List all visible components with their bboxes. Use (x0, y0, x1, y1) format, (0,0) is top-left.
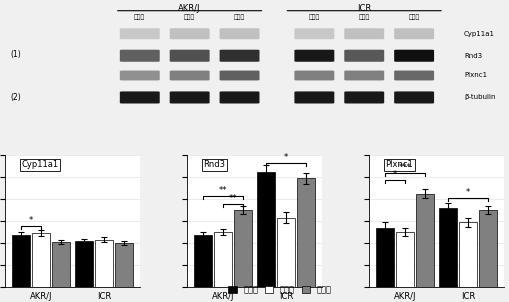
Text: 고준위: 고준위 (359, 14, 370, 20)
Text: Cyp11a1: Cyp11a1 (464, 31, 495, 37)
Text: **: ** (229, 194, 237, 203)
FancyBboxPatch shape (294, 28, 334, 39)
Text: Rnd3: Rnd3 (464, 53, 482, 59)
Text: 저준위: 저준위 (234, 14, 245, 20)
Bar (75, 241, 93, 287)
Bar (194, 235, 212, 287)
Text: *: * (284, 153, 288, 162)
Bar (32, 233, 50, 287)
Bar (52, 242, 70, 287)
Text: AKR/J: AKR/J (178, 4, 201, 13)
Bar (234, 210, 252, 287)
Bar (416, 194, 434, 287)
FancyBboxPatch shape (294, 92, 334, 104)
Bar (376, 228, 394, 287)
FancyBboxPatch shape (294, 50, 334, 62)
Text: β-tubulin: β-tubulin (464, 95, 495, 101)
Bar (95, 240, 113, 287)
FancyBboxPatch shape (344, 71, 384, 80)
Text: *: * (466, 188, 470, 198)
Text: *: * (29, 216, 33, 225)
Bar (12, 235, 31, 287)
FancyBboxPatch shape (294, 71, 334, 80)
FancyBboxPatch shape (169, 71, 210, 80)
FancyBboxPatch shape (169, 50, 210, 62)
Text: ICR: ICR (357, 4, 372, 13)
FancyBboxPatch shape (344, 92, 384, 104)
FancyBboxPatch shape (219, 92, 260, 104)
FancyBboxPatch shape (394, 92, 434, 104)
FancyBboxPatch shape (120, 71, 160, 80)
Text: Plxnc1: Plxnc1 (464, 72, 487, 79)
FancyBboxPatch shape (120, 50, 160, 62)
Text: Rnd3: Rnd3 (203, 160, 225, 169)
FancyBboxPatch shape (219, 71, 260, 80)
FancyBboxPatch shape (394, 50, 434, 62)
Bar (297, 178, 315, 287)
Text: Cyp11a1: Cyp11a1 (21, 160, 59, 169)
Bar (478, 210, 497, 287)
Text: **: ** (219, 186, 228, 195)
FancyBboxPatch shape (169, 28, 210, 39)
Text: 고준위: 고준위 (184, 14, 195, 20)
Text: (2): (2) (10, 93, 21, 102)
Bar (277, 218, 295, 287)
FancyBboxPatch shape (394, 71, 434, 80)
Bar (459, 222, 477, 287)
FancyBboxPatch shape (394, 28, 434, 39)
Legend: 비조사, 고준위, 저준위: 비조사, 고준위, 저준위 (225, 282, 335, 298)
FancyBboxPatch shape (120, 92, 160, 104)
Text: (1): (1) (10, 50, 21, 59)
Bar (257, 172, 275, 287)
FancyBboxPatch shape (344, 50, 384, 62)
Text: ***: *** (399, 163, 411, 172)
Text: *: * (393, 170, 398, 179)
Text: 비조사: 비조사 (134, 14, 146, 20)
FancyBboxPatch shape (120, 28, 160, 39)
Bar (214, 232, 232, 287)
FancyBboxPatch shape (169, 92, 210, 104)
FancyBboxPatch shape (219, 50, 260, 62)
Bar (439, 208, 457, 287)
FancyBboxPatch shape (344, 28, 384, 39)
Text: Plxnc1: Plxnc1 (385, 160, 413, 169)
Bar (396, 232, 414, 287)
Bar (115, 243, 133, 287)
Text: 비조사: 비조사 (309, 14, 320, 20)
FancyBboxPatch shape (219, 28, 260, 39)
Text: 저준위: 저준위 (409, 14, 420, 20)
